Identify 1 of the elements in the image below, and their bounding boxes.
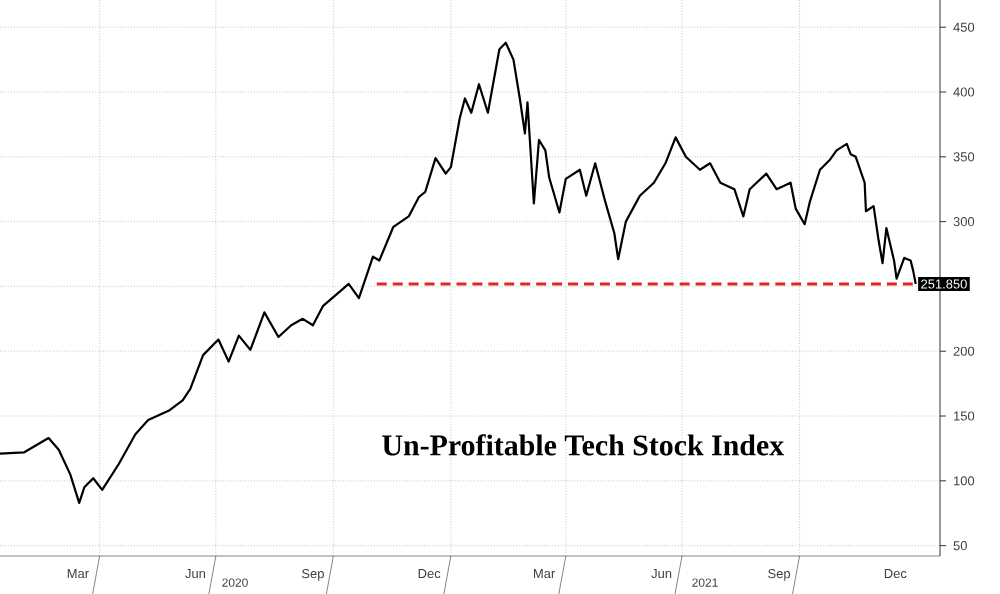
text: Un-Profitable Tech Stock Index (382, 434, 784, 456)
